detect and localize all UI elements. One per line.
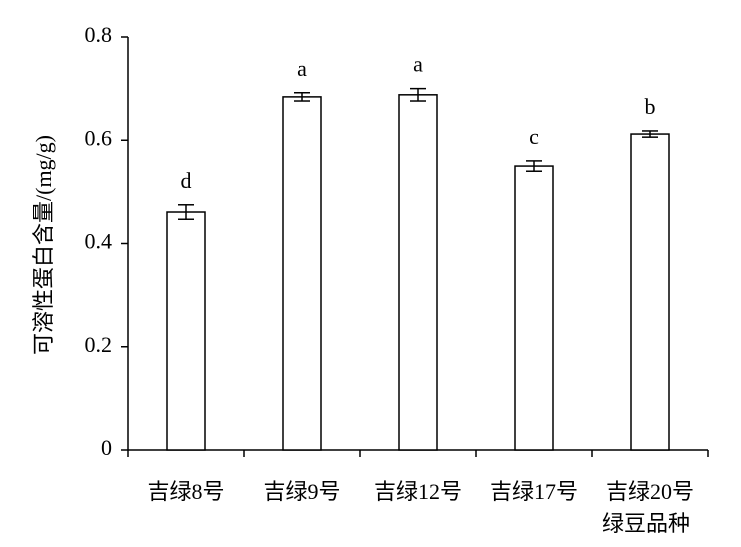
bar: [630, 133, 670, 451]
significance-label: a: [297, 56, 307, 81]
bar: [282, 96, 322, 451]
bar: [398, 94, 438, 451]
significance-label: b: [645, 94, 656, 119]
y-tick-label: 0.4: [85, 229, 113, 254]
x-tick-label: 吉绿17号: [490, 479, 578, 504]
y-tick-label: 0.8: [85, 22, 113, 47]
x-tick-label: 吉绿8号: [147, 479, 224, 504]
significance-label: c: [529, 124, 539, 149]
x-tick-label: 吉绿20号: [606, 479, 694, 504]
bar: [514, 165, 554, 451]
y-tick-label: 0.6: [85, 125, 113, 150]
x-axis-label: 绿豆品种: [602, 511, 690, 536]
bar: [166, 211, 206, 451]
significance-label: d: [181, 168, 192, 193]
y-axis-label: 可溶性蛋白含量/(mg/g): [31, 135, 56, 355]
x-tick-label: 吉绿9号: [263, 479, 340, 504]
significance-label: a: [413, 52, 423, 77]
y-tick-label: 0.2: [85, 332, 113, 357]
x-tick-label: 吉绿12号: [374, 479, 462, 504]
y-tick-label: 0: [101, 435, 112, 460]
